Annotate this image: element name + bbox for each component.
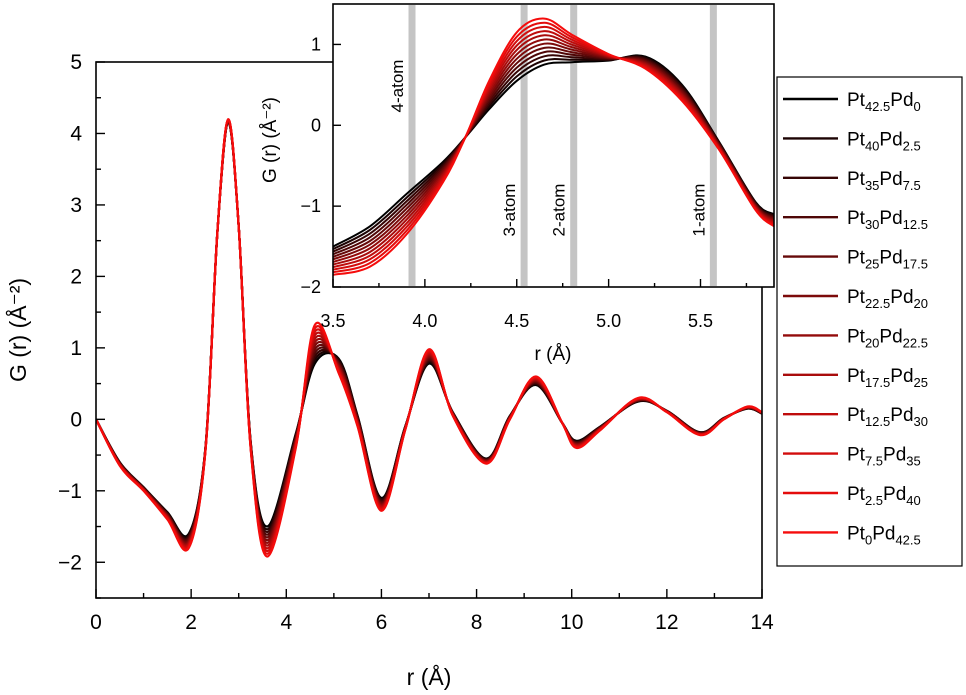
legend-label: Pt25Pd17.5 <box>847 248 928 272</box>
main-x-tick-label: 2 <box>185 611 197 634</box>
legend-label: Pt20Pd22.5 <box>847 326 928 350</box>
main-x-tick-label: 14 <box>750 611 774 634</box>
inset-shell-labels: 4-atom 3-atom 2-atom 1-atom <box>388 60 708 237</box>
inset-curves <box>333 17 774 276</box>
inset-x-tick-label: 4.5 <box>504 311 529 331</box>
main-x-tick-label: 10 <box>560 611 583 634</box>
inset-shell-marker <box>520 5 528 286</box>
main-y-tick-label: 2 <box>70 265 82 288</box>
inset-x-axis: 3.5 4.0 4.5 5.0 5.5 <box>320 279 748 331</box>
inset-shell-label: 2-atom <box>550 184 569 237</box>
inset-y-tick-label: 1 <box>311 34 321 54</box>
inset-shell-label: 1-atom <box>689 184 708 237</box>
inset-shell-label: 3-atom <box>500 184 519 237</box>
inset-x-axis-title: r (Å) <box>535 344 572 365</box>
inset-plot: 3.5 4.0 4.5 5.0 5.5 −2 −1 0 1 4-atom 3-atom 2-ato… <box>260 3 775 365</box>
inset-x-tick-label: 5.0 <box>596 311 621 331</box>
inset-x-tick-label: 3.5 <box>320 311 345 331</box>
legend-label: Pt35Pd7.5 <box>847 169 921 193</box>
legend-label: Pt0Pd42.5 <box>847 523 921 547</box>
main-y-tick-label: 5 <box>70 51 82 74</box>
main-x-tick-label: 12 <box>655 611 678 634</box>
main-y-axis: −2 −1 0 1 2 3 4 5 <box>58 51 105 599</box>
main-x-tick-label: 4 <box>280 611 292 634</box>
legend-items: Pt42.5Pd0 Pt40Pd2.5 Pt35Pd7.5 Pt30Pd12.5 Pt2… <box>783 90 928 547</box>
inset-x-tick-label: 4.0 <box>412 311 437 331</box>
legend-label: Pt40Pd2.5 <box>847 129 921 153</box>
main-y-tick-label: 0 <box>70 408 82 431</box>
legend-label: Pt42.5Pd0 <box>847 90 921 114</box>
inset-x-tick-label: 5.5 <box>688 311 713 331</box>
main-y-tick-label: 1 <box>70 337 82 360</box>
main-x-axis-title: r (Å) <box>407 663 452 690</box>
legend-box <box>776 76 963 567</box>
main-y-tick-label: 4 <box>70 122 82 145</box>
inset-y-axis: −2 −1 0 1 <box>300 34 341 297</box>
inset-shell-marker <box>709 5 717 286</box>
main-x-tick-label: 8 <box>471 611 483 634</box>
inset-shell-marker <box>408 5 416 286</box>
main-x-tick-label: 0 <box>90 611 102 634</box>
inset-plot-frame <box>332 3 775 288</box>
inset-shell-marker <box>570 5 578 286</box>
main-x-tick-label: 6 <box>376 611 388 634</box>
inset-y-tick-label: −1 <box>300 196 321 216</box>
legend-label: Pt7.5Pd35 <box>847 445 921 469</box>
main-y-axis-title: G (r) (Å⁻²) <box>4 278 31 382</box>
main-y-tick-label: −2 <box>58 551 82 574</box>
inset-y-tick-label: −2 <box>300 277 321 297</box>
inset-background <box>333 4 774 287</box>
legend-label: Pt17.5Pd25 <box>847 366 928 390</box>
main-y-tick-label: −1 <box>58 480 82 503</box>
main-curves <box>96 118 762 558</box>
legend-label: Pt22.5Pd20 <box>847 287 928 311</box>
inset-y-axis-title: G (r) (Å⁻²) <box>260 97 281 183</box>
main-x-axis: 0 2 4 6 8 10 12 14 <box>90 589 774 634</box>
inset-y-tick-label: 0 <box>311 115 321 135</box>
legend-label: Pt12.5Pd30 <box>847 405 928 429</box>
legend: Pt42.5Pd0 Pt40Pd2.5 Pt35Pd7.5 Pt30Pd12.5 Pt2… <box>776 76 963 567</box>
legend-label: Pt2.5Pd40 <box>847 484 921 508</box>
inset-shell-markers <box>408 5 717 286</box>
inset-series-line-12 <box>333 17 774 276</box>
main-series-line-12 <box>96 118 762 558</box>
legend-label: Pt30Pd12.5 <box>847 208 928 232</box>
main-y-tick-label: 3 <box>70 194 82 217</box>
inset-shell-label: 4-atom <box>388 60 407 113</box>
